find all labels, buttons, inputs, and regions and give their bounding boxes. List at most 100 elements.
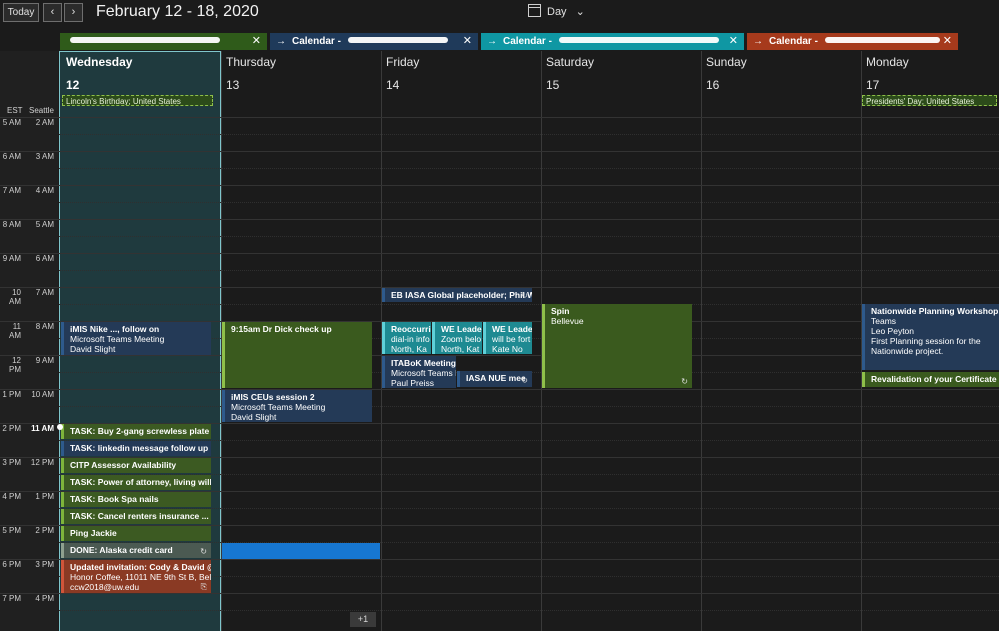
half-hour-gridline bbox=[59, 406, 999, 407]
event-task-linkedin[interactable]: TASK: linkedin message follow up bbox=[61, 441, 211, 456]
day-header-number[interactable]: 12 bbox=[66, 78, 80, 92]
close-icon[interactable]: ✕ bbox=[251, 35, 261, 47]
recurring-icon: ↻ bbox=[681, 377, 688, 386]
event-eb-iasa-global[interactable]: EB IASA Global placeholder; Phil W ↻ bbox=[382, 288, 532, 302]
event-revalidation[interactable]: Revalidation of your Certificate of bbox=[862, 372, 999, 387]
close-icon[interactable]: ✕ bbox=[728, 35, 738, 47]
view-label: Day bbox=[547, 6, 567, 18]
hour-label-seattle: 1 PM bbox=[35, 492, 54, 501]
half-hour-gridline bbox=[59, 542, 999, 543]
event-done-alaska[interactable]: DONE: Alaska credit card ↻ bbox=[61, 543, 211, 558]
half-hour-gridline bbox=[59, 202, 999, 203]
event-iasa-nue[interactable]: IASA NUE mee ↻ bbox=[457, 371, 532, 387]
hour-gridline bbox=[0, 287, 999, 288]
hour-label-seattle: 4 AM bbox=[35, 186, 54, 195]
day-header-number[interactable]: 13 bbox=[226, 78, 240, 92]
previous-week-button[interactable]: ‹ bbox=[43, 3, 62, 22]
half-hour-gridline bbox=[59, 168, 999, 169]
sync-off-icon: ↻ bbox=[521, 291, 528, 300]
event-we-leader-1[interactable]: WE Leader Zoom belo North, Kat bbox=[432, 322, 482, 354]
arrow-right-icon: → bbox=[276, 36, 286, 47]
allday-event-presidents-day[interactable]: Presidents' Day; United States bbox=[862, 95, 997, 106]
half-hour-gridline bbox=[59, 576, 999, 577]
day-header-name[interactable]: Monday bbox=[866, 55, 909, 69]
today-button[interactable]: Today bbox=[3, 3, 39, 22]
calendar-icon bbox=[528, 4, 541, 17]
hour-label-est: 5 PM bbox=[2, 526, 21, 535]
event-ping-jackie[interactable]: Ping Jackie bbox=[61, 526, 211, 541]
hour-label-seattle: 6 AM bbox=[35, 254, 54, 263]
day-column-sunday[interactable] bbox=[701, 51, 861, 631]
hour-label-est: 6 AM bbox=[2, 152, 21, 161]
hour-label-seattle: 3 AM bbox=[35, 152, 54, 161]
event-dr-checkup[interactable]: 9:15am Dr Dick check up bbox=[222, 322, 372, 388]
timezone-primary: EST bbox=[7, 106, 23, 115]
redacted-text bbox=[824, 37, 940, 43]
calendar-tab-4[interactable]: → Calendar - ✕ bbox=[747, 33, 958, 50]
time-column bbox=[0, 51, 58, 631]
tab-label: Calendar - bbox=[769, 36, 821, 47]
date-range-title: February 12 - 18, 2020 bbox=[96, 3, 259, 20]
hour-label-est: 1 PM bbox=[2, 390, 21, 399]
view-picker[interactable]: Day ⌄ bbox=[528, 4, 585, 20]
event-imis-ceus[interactable]: iMIS CEUs session 2 Microsoft Teams Meeti… bbox=[222, 390, 372, 422]
event-nationwide-workshop[interactable]: Nationwide Planning Workshop Teams Leo Pey… bbox=[862, 304, 999, 370]
more-events-button[interactable]: +1 bbox=[350, 612, 376, 627]
day-header-name[interactable]: Friday bbox=[386, 55, 420, 69]
hour-label-seattle: 11 AM bbox=[31, 424, 54, 433]
calendar-tab-1[interactable]: ✕ bbox=[60, 33, 267, 50]
event-task-gang-plate[interactable]: TASK: Buy 2-gang screwless plate bbox=[61, 424, 211, 439]
hour-gridline bbox=[0, 219, 999, 220]
hour-label-seattle: 12 PM bbox=[30, 458, 54, 467]
day-header-name[interactable]: Sunday bbox=[706, 55, 747, 69]
chevron-left-icon: ‹ bbox=[50, 6, 55, 18]
redacted-text bbox=[558, 37, 719, 43]
hour-gridline bbox=[0, 525, 999, 526]
hour-label-seattle: 7 AM bbox=[35, 288, 54, 297]
hour-label-seattle: 3 PM bbox=[35, 560, 54, 569]
close-icon[interactable]: ✕ bbox=[942, 35, 952, 47]
calendar-tab-3[interactable]: → Calendar - ✕ bbox=[481, 33, 744, 50]
hour-label-est: 7 AM bbox=[2, 186, 21, 195]
hour-label-seattle: 4 PM bbox=[35, 594, 54, 603]
hour-gridline bbox=[0, 151, 999, 152]
hour-gridline bbox=[0, 355, 999, 356]
day-header-name[interactable]: Saturday bbox=[546, 55, 595, 69]
current-time-indicator bbox=[57, 424, 63, 430]
half-hour-gridline bbox=[59, 474, 999, 475]
next-week-button[interactable]: › bbox=[64, 3, 83, 22]
event-task-power-of-attorney[interactable]: TASK: Power of attorney, living will, ..… bbox=[61, 475, 211, 490]
event-task-spa-nails[interactable]: TASK: Book Spa nails bbox=[61, 492, 211, 507]
event-spin[interactable]: Spin Bellevue ↻ bbox=[542, 304, 692, 388]
day-column-monday[interactable] bbox=[861, 51, 999, 631]
day-header-name[interactable]: Thursday bbox=[226, 55, 277, 69]
close-icon[interactable]: ✕ bbox=[462, 35, 472, 47]
event-itabok-meeting[interactable]: ITABoK Meeting Microsoft Teams M Paul Prei… bbox=[382, 356, 456, 388]
tab-label: Calendar - bbox=[292, 36, 344, 47]
calendar-tab-2[interactable]: → Calendar - ✕ bbox=[270, 33, 478, 50]
event-citp-assessor[interactable]: CITP Assessor Availability bbox=[61, 458, 211, 473]
hour-gridline bbox=[0, 117, 999, 118]
hour-label-est: 2 PM bbox=[2, 424, 21, 433]
selected-time-slot[interactable] bbox=[222, 543, 380, 559]
day-column-saturday[interactable] bbox=[541, 51, 701, 631]
event-we-leader-2[interactable]: WE Leader will be fort Kate No bbox=[483, 322, 532, 354]
day-header-name[interactable]: Wednesday bbox=[66, 55, 133, 69]
day-header-number[interactable]: 16 bbox=[706, 78, 720, 92]
hour-label-est: 6 PM bbox=[2, 560, 21, 569]
day-header-number[interactable]: 14 bbox=[386, 78, 400, 92]
event-imis-nike[interactable]: iMIS Nike ..., follow on Microsoft Teams … bbox=[61, 322, 211, 355]
day-header-number[interactable]: 15 bbox=[546, 78, 560, 92]
allday-event-lincolns-birthday[interactable]: Lincoln's Birthday; United States bbox=[62, 95, 213, 106]
day-column-friday[interactable] bbox=[381, 51, 541, 631]
event-task-renters-insurance[interactable]: TASK: Cancel renters insurance ... bbox=[61, 509, 211, 524]
hour-label-est: 8 AM bbox=[2, 220, 21, 229]
event-updated-invitation[interactable]: Updated invitation: Cody & David @ Honor … bbox=[61, 560, 211, 593]
chevron-right-icon: › bbox=[71, 6, 76, 18]
hour-label-seattle: 8 AM bbox=[35, 322, 54, 331]
redacted-text bbox=[70, 37, 220, 43]
day-column-thursday[interactable] bbox=[221, 51, 381, 631]
day-header-number[interactable]: 17 bbox=[866, 78, 880, 92]
half-hour-gridline bbox=[59, 508, 999, 509]
